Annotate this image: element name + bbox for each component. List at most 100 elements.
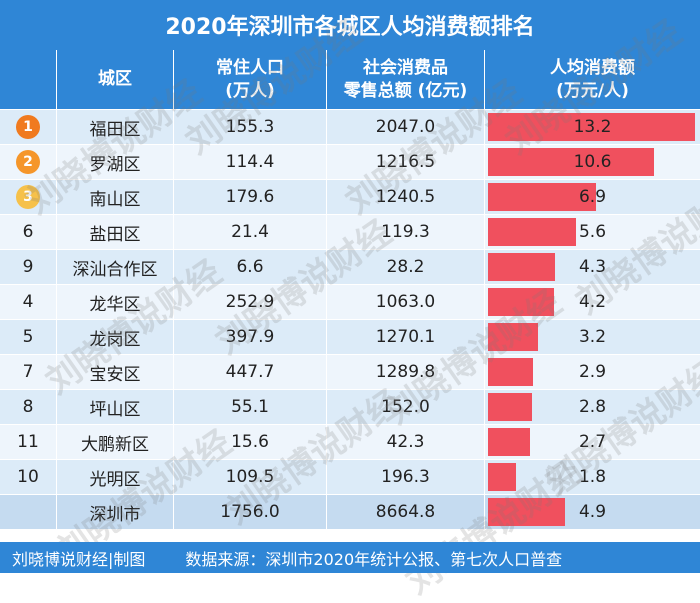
per-capita-value: 4.3 (578, 257, 607, 277)
table-row: 8 坪山区 55.1 152.0 2.8 (0, 390, 700, 425)
district-cell: 坪山区 (57, 390, 174, 425)
population-cell: 21.4 (174, 215, 327, 250)
per-capita-bar (488, 183, 596, 211)
population-cell: 155.3 (174, 110, 327, 145)
per-capita-cell: 4.3 (485, 250, 700, 285)
retail-cell: 2047.0 (327, 110, 485, 145)
per-capita-cell: 2.7 (485, 425, 700, 460)
district-cell: 盐田区 (57, 215, 174, 250)
per-capita-value: 2.9 (578, 362, 607, 382)
district-cell: 福田区 (57, 110, 174, 145)
table-row: 7 宝安区 447.7 1289.8 2.9 (0, 355, 700, 390)
per-capita-value: 3.2 (578, 327, 607, 347)
district-cell: 龙华区 (57, 285, 174, 320)
rank-cell: 5 (0, 320, 57, 355)
table-row: 9 深汕合作区 6.6 28.2 4.3 (0, 250, 700, 285)
header-per-capita-line1: 人均消费额 (550, 57, 635, 78)
population-cell: 252.9 (174, 285, 327, 320)
population-cell: 6.6 (174, 250, 327, 285)
per-capita-cell: 1.8 (485, 460, 700, 495)
per-capita-bar (488, 428, 530, 456)
per-capita-bar (488, 253, 555, 281)
per-capita-value: 2.8 (578, 397, 607, 417)
header-district: 城区 (57, 50, 174, 110)
retail-cell: 28.2 (327, 250, 485, 285)
retail-cell: 1270.1 (327, 320, 485, 355)
rank-cell: 9 (0, 250, 57, 285)
header-population-line1: 常住人口 (216, 57, 284, 78)
table-row: 1 福田区 155.3 2047.0 13.2 (0, 110, 700, 145)
footer-source: 数据来源：深圳市2020年统计公报、第七次人口普查 (185, 549, 563, 569)
retail-cell: 196.3 (327, 460, 485, 495)
header-retail-line2: 零售总额 (亿元) (343, 80, 468, 101)
rank-cell: 11 (0, 425, 57, 460)
header-retail-line1: 社会消费品 (363, 57, 448, 78)
per-capita-cell: 2.8 (485, 390, 700, 425)
per-capita-value: 6.9 (578, 187, 607, 207)
retail-cell: 1240.5 (327, 180, 485, 215)
rank-cell (0, 495, 57, 530)
per-capita-cell: 5.6 (485, 215, 700, 250)
population-cell: 15.6 (174, 425, 327, 460)
page-title: 2020年深圳市各城区人均消费额排名 (0, 0, 700, 50)
per-capita-value: 1.8 (578, 467, 607, 487)
table-row: 4 龙华区 252.9 1063.0 4.2 (0, 285, 700, 320)
rank-cell: 4 (0, 285, 57, 320)
rank-cell: 1 (0, 110, 57, 145)
per-capita-cell: 10.6 (485, 145, 700, 180)
population-cell: 1756.0 (174, 495, 327, 530)
per-capita-bar (488, 218, 576, 246)
per-capita-bar (488, 463, 516, 491)
table-row: 10 光明区 109.5 196.3 1.8 (0, 460, 700, 495)
table-row: 2 罗湖区 114.4 1216.5 10.6 (0, 145, 700, 180)
retail-cell: 1216.5 (327, 145, 485, 180)
district-cell: 大鹏新区 (57, 425, 174, 460)
district-cell: 深圳市 (57, 495, 174, 530)
table-header-row: 城区 常住人口 (万人) 社会消费品 零售总额 (亿元) 人均消费额 (万元/人… (0, 50, 700, 110)
table-row: 11 大鹏新区 15.6 42.3 2.7 (0, 425, 700, 460)
retail-cell: 42.3 (327, 425, 485, 460)
table-row: 6 盐田区 21.4 119.3 5.6 (0, 215, 700, 250)
rank-cell: 3 (0, 180, 57, 215)
rank-medal-icon: 3 (16, 185, 40, 209)
total-row: 深圳市 1756.0 8664.8 4.9 (0, 495, 700, 530)
table-row: 5 龙岗区 397.9 1270.1 3.2 (0, 320, 700, 355)
per-capita-cell: 4.9 (485, 495, 700, 530)
header-retail: 社会消费品 零售总额 (亿元) (327, 50, 485, 110)
per-capita-bar (488, 323, 538, 351)
per-capita-cell: 13.2 (485, 110, 700, 145)
retail-cell: 1289.8 (327, 355, 485, 390)
retail-cell: 119.3 (327, 215, 485, 250)
header-rank (0, 50, 57, 110)
per-capita-bar (488, 113, 695, 141)
retail-cell: 1063.0 (327, 285, 485, 320)
per-capita-cell: 3.2 (485, 320, 700, 355)
rank-cell: 6 (0, 215, 57, 250)
header-per-capita: 人均消费额 (万元/人) (485, 50, 700, 110)
table-body: 1 福田区 155.3 2047.0 13.2 2 罗湖区 114.4 1216.5 10.6 3 南… (0, 110, 700, 530)
rank-cell: 7 (0, 355, 57, 390)
footer-credit: 刘晓博说财经|制图 (12, 549, 146, 569)
district-cell: 罗湖区 (57, 145, 174, 180)
per-capita-bar (488, 498, 565, 526)
district-cell: 龙岗区 (57, 320, 174, 355)
population-cell: 397.9 (174, 320, 327, 355)
retail-cell: 8664.8 (327, 495, 485, 530)
district-cell: 宝安区 (57, 355, 174, 390)
header-per-capita-line2: (万元/人) (556, 80, 629, 101)
per-capita-value: 4.9 (578, 502, 607, 522)
population-cell: 109.5 (174, 460, 327, 495)
rank-cell: 2 (0, 145, 57, 180)
rank-medal-icon: 1 (16, 115, 40, 139)
population-cell: 114.4 (174, 145, 327, 180)
per-capita-bar (488, 358, 533, 386)
per-capita-value: 4.2 (578, 292, 607, 312)
header-population-line2: (万人) (225, 80, 275, 101)
retail-cell: 152.0 (327, 390, 485, 425)
ranking-table: 城区 常住人口 (万人) 社会消费品 零售总额 (亿元) 人均消费额 (万元/人… (0, 50, 700, 530)
header-population: 常住人口 (万人) (174, 50, 327, 110)
rank-medal-icon: 2 (16, 150, 40, 174)
per-capita-cell: 4.2 (485, 285, 700, 320)
per-capita-value: 10.6 (573, 152, 612, 172)
population-cell: 179.6 (174, 180, 327, 215)
